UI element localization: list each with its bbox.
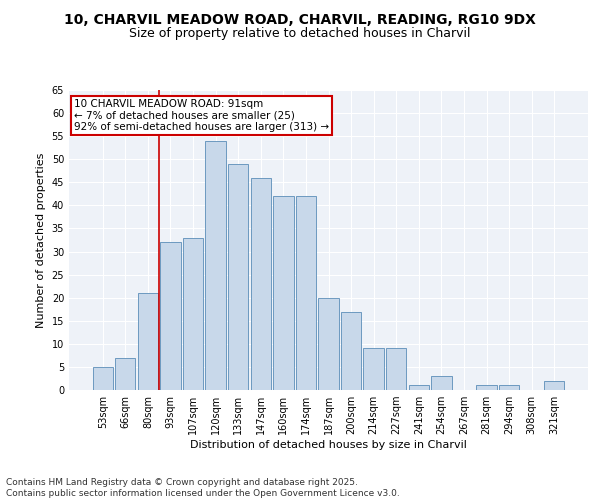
- Bar: [228, 164, 248, 390]
- Text: 10, CHARVIL MEADOW ROAD, CHARVIL, READING, RG10 9DX: 10, CHARVIL MEADOW ROAD, CHARVIL, READIN…: [64, 12, 536, 26]
- Bar: [138, 293, 158, 390]
- Bar: [431, 376, 452, 390]
- Bar: [115, 358, 136, 390]
- Y-axis label: Number of detached properties: Number of detached properties: [36, 152, 46, 328]
- Bar: [273, 196, 293, 390]
- Text: Size of property relative to detached houses in Charvil: Size of property relative to detached ho…: [129, 28, 471, 40]
- Text: 10 CHARVIL MEADOW ROAD: 91sqm
← 7% of detached houses are smaller (25)
92% of se: 10 CHARVIL MEADOW ROAD: 91sqm ← 7% of de…: [74, 99, 329, 132]
- Bar: [205, 141, 226, 390]
- Bar: [92, 367, 113, 390]
- Bar: [499, 386, 519, 390]
- Bar: [251, 178, 271, 390]
- Bar: [296, 196, 316, 390]
- Bar: [364, 348, 384, 390]
- Bar: [183, 238, 203, 390]
- Text: Contains HM Land Registry data © Crown copyright and database right 2025.
Contai: Contains HM Land Registry data © Crown c…: [6, 478, 400, 498]
- Bar: [160, 242, 181, 390]
- Bar: [319, 298, 338, 390]
- Bar: [386, 348, 406, 390]
- Bar: [409, 386, 429, 390]
- X-axis label: Distribution of detached houses by size in Charvil: Distribution of detached houses by size …: [190, 440, 467, 450]
- Bar: [544, 381, 565, 390]
- Bar: [341, 312, 361, 390]
- Bar: [476, 386, 497, 390]
